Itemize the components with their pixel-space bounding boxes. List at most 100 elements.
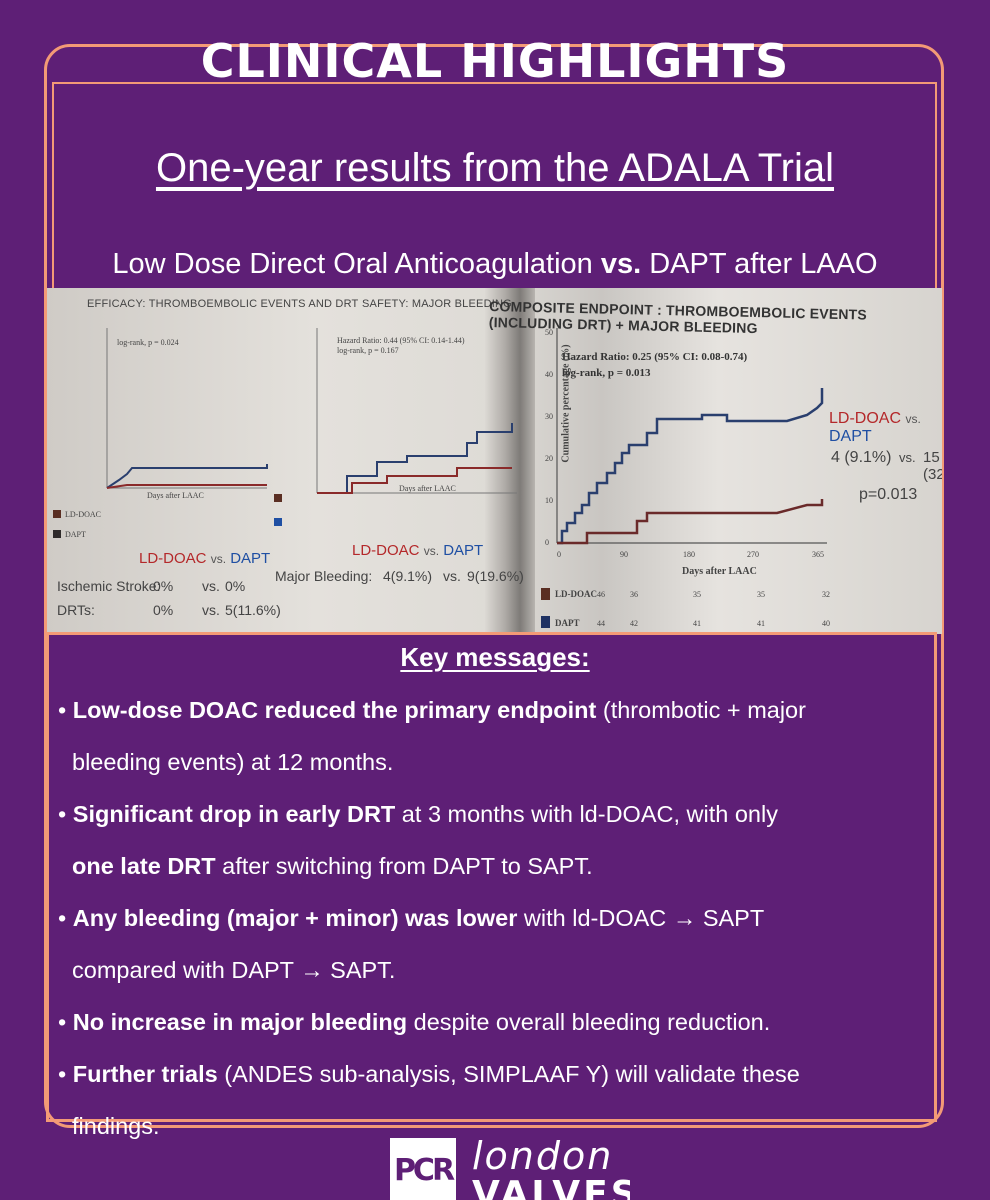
legend-dapt-label: DAPT — [65, 530, 86, 539]
legend-ld-label: LD-DOAC — [65, 510, 101, 519]
summary-left-row1-label: Ischemic Stroke: — [57, 578, 161, 594]
summary-mid-ld: LD-DOAC — [352, 542, 420, 559]
chart3-y-tick: 30 — [545, 412, 553, 421]
chart3-y-tick: 50 — [545, 328, 553, 337]
chart3-risk-dapt: 44 — [597, 619, 605, 628]
bullet-1-cont-text: bleeding events) at 12 months. — [72, 749, 394, 775]
chart3-head-ld: LD-DOAC — [829, 410, 902, 427]
bullet-5: • Further trials (ANDES sub-analysis, SI… — [58, 1061, 800, 1087]
summary-mid-dapt: DAPT — [443, 542, 484, 559]
bullet-3-cont-text: compared with DAPT → SAPT. — [72, 957, 396, 983]
summary-mid-vs: vs. — [423, 544, 440, 558]
outer-frame — [44, 44, 944, 1128]
bullet-5-cont-text: findings. — [72, 1113, 160, 1139]
chart3-y-tick: 40 — [545, 370, 553, 379]
summary-left-vs: vs. — [210, 552, 227, 566]
chart2-plot — [316, 328, 517, 494]
bullet-1-cont: bleeding events) at 12 months. — [58, 736, 938, 788]
chart3-result-vs: vs. — [899, 450, 916, 465]
summary-left-row2-ld: 0% — [153, 602, 174, 618]
chart3-xlabel: Days after LAAC — [682, 566, 757, 577]
bullet-2-cont-text: after switching from DAPT to SAPT. — [215, 853, 593, 879]
chart3-x-tick: 90 — [620, 550, 628, 559]
bullet-5-text: (ANDES sub-analysis, SIMPLAAF Y) will va… — [217, 1061, 800, 1087]
chart3-y-tick: 10 — [545, 496, 553, 505]
chart1-plot — [106, 328, 268, 489]
chart3-x-tick: 180 — [683, 550, 695, 559]
chart3-p-value: p=0.013 — [859, 486, 918, 503]
chart3-head: LD-DOAC vs. DAPT — [829, 410, 942, 446]
summary-left-row2-label: DRTs: — [57, 602, 95, 618]
chart3-risk-ld: 35 — [693, 590, 701, 599]
chart2-stat2: log-rank, p = 0.167 — [337, 346, 399, 355]
photo-divider — [485, 288, 535, 634]
bullet-2-text: at 3 months with ld-DOAC, with only — [395, 801, 778, 827]
summary-left-row2-vs: vs. — [202, 602, 220, 618]
chart1-title: EFFICACY: THROMBOEMBOLIC EVENTS AND DRT — [87, 298, 359, 310]
chart1-stat: log-rank, p = 0.024 — [117, 338, 179, 347]
summary-left-ld: LD-DOAC — [139, 550, 207, 567]
legend-ld-swatch — [53, 510, 61, 518]
chart3-risk-dapt: 41 — [693, 619, 701, 628]
key-messages-box — [46, 632, 937, 1122]
bullet-3-text: with ld-DOAC → SAPT — [517, 905, 765, 931]
chart3-risk-ld: 35 — [757, 590, 765, 599]
chart3-plot — [556, 328, 827, 545]
comparison-line: Low Dose Direct Oral Anticoagulation vs.… — [0, 248, 990, 281]
key-messages-list: • Low-dose DOAC reduced the primary endp… — [58, 684, 938, 1152]
chart3-legend-dapt: DAPT — [555, 618, 580, 628]
summary-left-row2-dapt: 5(11.6%) — [225, 602, 281, 618]
chart3-legend-dapt-swatch — [541, 616, 550, 628]
bullet-1-bold: Low-dose DOAC reduced the primary endpoi… — [72, 697, 597, 723]
bullet-4-bold: No increase in major bleeding — [72, 1009, 408, 1035]
comparison-prefix: Low Dose Direct Oral Anticoagulation — [112, 248, 593, 280]
page-title: CLINICAL HIGHLIGHTS — [200, 34, 790, 88]
bullet-3: • Any bleeding (major + minor) was lower… — [58, 905, 765, 931]
pcr-logo-box: PCR — [390, 1138, 456, 1200]
chart3-y-tick: 0 — [545, 538, 549, 547]
legend-dapt-swatch — [53, 530, 61, 538]
bullet-2-cont-bold: one late DRT — [72, 853, 216, 879]
legend2-ld-swatch — [274, 494, 282, 502]
bullet-4-text: despite overall bleeding reduction. — [407, 1009, 771, 1035]
chart1-xlabel: Days after LAAC — [147, 491, 204, 500]
chart3-x-tick: 365 — [812, 550, 824, 559]
summary-left-row1-ld: 0% — [153, 578, 174, 594]
chart3-result-ld: 4 (9.1%) — [831, 449, 892, 466]
slide-photo: EFFICACY: THROMBOEMBOLIC EVENTS AND DRT … — [47, 288, 942, 634]
chart3-risk-dapt: 40 — [822, 619, 830, 628]
chart3-risk-dapt: 42 — [630, 619, 638, 628]
key-messages-title: Key messages: — [400, 642, 590, 672]
summary-left-row1-vs: vs. — [202, 578, 220, 594]
bullet-1: • Low-dose DOAC reduced the primary endp… — [58, 697, 806, 723]
bullet-2-cont: one late DRT after switching from DAPT t… — [58, 840, 938, 892]
chart3-risk-dapt: 41 — [757, 619, 765, 628]
chart3-stat2: log-rank, p = 0.013 — [562, 367, 651, 379]
bullet-2: • Significant drop in early DRT at 3 mon… — [58, 801, 778, 827]
comparison-suffix: DAPT after LAAO — [649, 248, 878, 280]
chart3-risk-ld: 36 — [630, 590, 638, 599]
legend2-dapt-swatch — [274, 518, 282, 526]
summary-mid-vs-word: vs. — [443, 568, 461, 584]
pcr-london-valves-logo: PCR london VALVES — [390, 1136, 630, 1200]
summary-left-head: LD-DOAC vs. DAPT — [139, 550, 270, 567]
chart3-risk-ld: 32 — [822, 590, 830, 599]
title-frame — [52, 82, 937, 292]
chart3-x-tick: 270 — [747, 550, 759, 559]
chart3-head-dapt: DAPT — [829, 428, 872, 445]
bullet-3-cont: compared with DAPT → SAPT. — [58, 944, 938, 996]
chart2-stat1: Hazard Ratio: 0.44 (95% CI: 0.14-1.44) — [337, 336, 465, 345]
bullet-4: • No increase in major bleeding despite … — [58, 1009, 771, 1035]
summary-mid-label: Major Bleeding: — [275, 568, 373, 584]
summary-mid-dapt-value: 9(19.6%) — [467, 568, 524, 584]
bullet-3-bold: Any bleeding (major + minor) was lower — [72, 905, 518, 931]
comparison-vs: vs. — [600, 248, 642, 280]
chart3-stat1: Hazard Ratio: 0.25 (95% CI: 0.08-0.74) — [562, 351, 748, 363]
trial-subtitle: One-year results from the ADALA Trial — [155, 146, 835, 190]
bullet-5-bold: Further trials — [72, 1061, 218, 1087]
bullet-5-cont: findings. — [58, 1100, 938, 1152]
chart3-result-dapt: 15 (32.6%) — [923, 449, 942, 483]
logo-valves-text: VALVES — [472, 1174, 630, 1200]
chart3-y-tick: 20 — [545, 454, 553, 463]
chart3-x-tick: 0 — [557, 550, 561, 559]
